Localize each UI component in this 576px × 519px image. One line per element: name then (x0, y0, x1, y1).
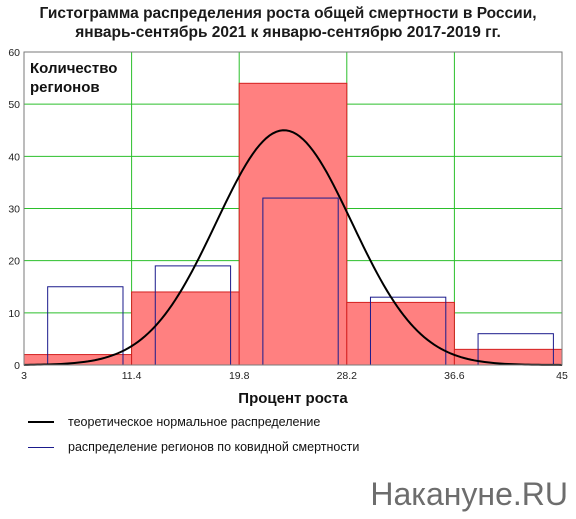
chart-title: Гистограмма распределения роста общей см… (0, 4, 576, 42)
x-tick-label-2: 19.8 (229, 370, 250, 382)
y-axis-ticks: 0 10 20 30 40 50 60 (8, 47, 20, 372)
y-axis-label-line-1: Количество (30, 60, 117, 77)
normal-curve-layer (23, 129, 563, 366)
legend-item-normal: теоретическое нормальное распределение (28, 415, 320, 429)
x-tick-label-5: 45 (556, 370, 568, 382)
y-tick-label-5: 50 (8, 99, 20, 111)
legend-swatch-covid (28, 446, 54, 448)
histogram-bar-1 (131, 291, 240, 366)
x-tick-label-1: 11.4 (122, 370, 142, 382)
plot-frame (23, 51, 563, 366)
normal-curve (23, 129, 563, 366)
legend-item-covid: распределение регионов по ковидной смерт… (28, 440, 359, 454)
y-tick-label-1: 10 (8, 308, 20, 320)
chart-title-line-2: январь-сентябрь 2021 к январю-сентябрю 2… (75, 24, 501, 41)
x-axis-label: Процент роста (238, 390, 348, 407)
x-axis-ticks: 3 11.4 19.8 28.2 36.6 45 (21, 370, 568, 382)
y-tick-label-6: 60 (8, 47, 20, 59)
histogram-bar-4 (453, 348, 563, 366)
legend-label-normal: теоретическое нормальное распределение (68, 415, 321, 429)
y-tick-label-3: 30 (8, 204, 20, 216)
legend-label-covid: распределение регионов по ковидной смерт… (68, 440, 360, 454)
y-tick-label-0: 0 (14, 360, 20, 372)
y-tick-label-4: 40 (8, 151, 20, 163)
legend-swatch-normal (28, 421, 54, 423)
y-tick-label-2: 20 (8, 256, 20, 268)
watermark-logo: Накануне.RU (370, 476, 568, 512)
covid-bar-0 (47, 286, 124, 366)
histogram-bars (23, 82, 563, 366)
histogram-bar-2 (238, 82, 348, 366)
x-tick-label-4: 36.6 (444, 370, 465, 382)
x-tick-label-3: 28.2 (337, 370, 358, 382)
x-tick-label-0: 3 (21, 370, 27, 382)
y-axis-label-line-2: регионов (30, 79, 100, 96)
chart-title-line-1: Гистограмма распределения роста общей см… (39, 5, 537, 22)
